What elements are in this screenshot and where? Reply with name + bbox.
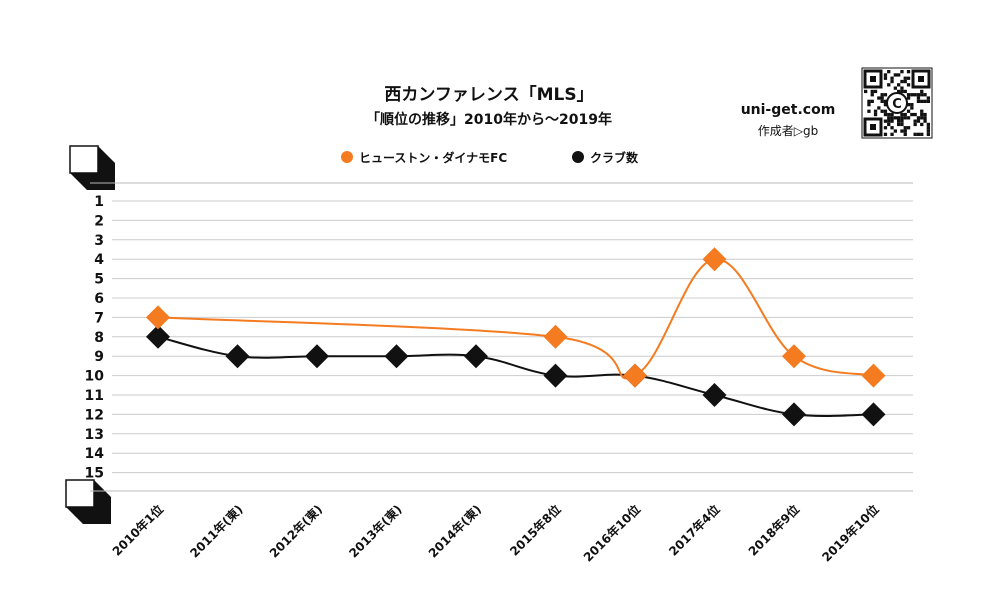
chart-subtitle: 「順位の推移」2010年から～2019年 <box>366 111 612 128</box>
author-credit: 作成者▷gb <box>758 124 818 138</box>
legend-marker-team <box>341 151 353 163</box>
y-tick-label: 9 <box>94 349 104 365</box>
data-point-team <box>861 363 886 388</box>
y-tick-label: 4 <box>94 252 104 268</box>
data-point-team <box>702 247 727 272</box>
data-point-clubs <box>305 344 329 369</box>
y-tick-label: 12 <box>85 407 104 423</box>
data-point-clubs <box>384 344 409 369</box>
y-tick-label: 7 <box>94 310 104 326</box>
data-point-clubs <box>702 383 727 407</box>
y-tick-label: 14 <box>85 446 105 462</box>
series <box>146 247 886 427</box>
data-point-clubs <box>861 402 886 427</box>
site-url: uni-get.com <box>741 102 836 118</box>
chart-title: 西カンファレンス「MLS」 <box>384 84 593 105</box>
data-point-clubs <box>782 402 806 427</box>
legend-label-team: ヒューストン・ダイナモFC <box>359 150 507 165</box>
y-tick-label: 3 <box>94 233 104 249</box>
legend-marker-clubs <box>572 151 584 163</box>
y-tick-label: 10 <box>85 369 105 385</box>
y-tick-label: 1 <box>94 194 104 210</box>
svg-text:C: C <box>892 97 902 112</box>
series-line-clubs <box>157 335 874 417</box>
legend: ヒューストン・ダイナモFC クラブ数 <box>341 150 639 165</box>
data-point-clubs <box>464 344 488 369</box>
data-point-clubs <box>225 344 250 369</box>
data-point-team <box>543 324 568 349</box>
y-tick-label: 15 <box>85 466 104 482</box>
data-point-team <box>146 305 170 330</box>
legend-label-clubs: クラブ数 <box>590 150 639 165</box>
qr-code-icon: C <box>861 67 933 139</box>
data-point-clubs <box>146 324 170 349</box>
y-tick-label: 11 <box>85 388 104 404</box>
y-tick-label: 2 <box>94 213 104 229</box>
axis-top-block-icon <box>69 145 115 190</box>
y-tick-label: 5 <box>94 272 104 288</box>
data-point-team <box>782 344 806 369</box>
y-tick-label: 6 <box>94 291 104 307</box>
data-point-clubs <box>543 363 568 388</box>
data-point-team <box>623 363 647 388</box>
y-tick-label: 13 <box>85 427 104 443</box>
y-tick-label: 8 <box>94 330 104 346</box>
